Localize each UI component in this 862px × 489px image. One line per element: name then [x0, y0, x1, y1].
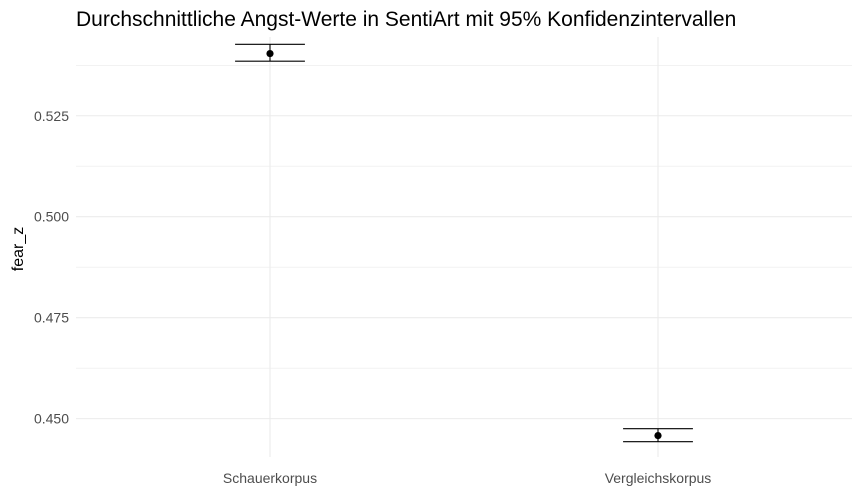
- major-gridlines: [76, 37, 852, 457]
- x-tick-label: Schauerkorpus: [223, 470, 317, 486]
- y-tick-label: 0.500: [34, 209, 69, 225]
- mean-point: [266, 49, 274, 58]
- y-tick-label: 0.475: [34, 310, 69, 326]
- data-marks: [235, 43, 693, 443]
- mean-point: [654, 431, 662, 440]
- y-axis-title: fear_z: [10, 227, 27, 271]
- y-tick-label: 0.525: [34, 108, 69, 124]
- errorbar-vergleichskorpus: [623, 428, 693, 443]
- x-tick-label: Vergleichskorpus: [605, 470, 712, 486]
- x-axis-ticks: Schauerkorpus Vergleichskorpus: [223, 470, 711, 486]
- y-tick-label: 0.450: [34, 411, 69, 427]
- y-axis-ticks: 0.450 0.475 0.500 0.525: [34, 108, 69, 427]
- errorbar-schauerkorpus: [235, 43, 305, 62]
- minor-gridlines: [76, 64, 852, 369]
- chart-title: Durchschnittliche Angst-Werte in SentiAr…: [76, 8, 737, 31]
